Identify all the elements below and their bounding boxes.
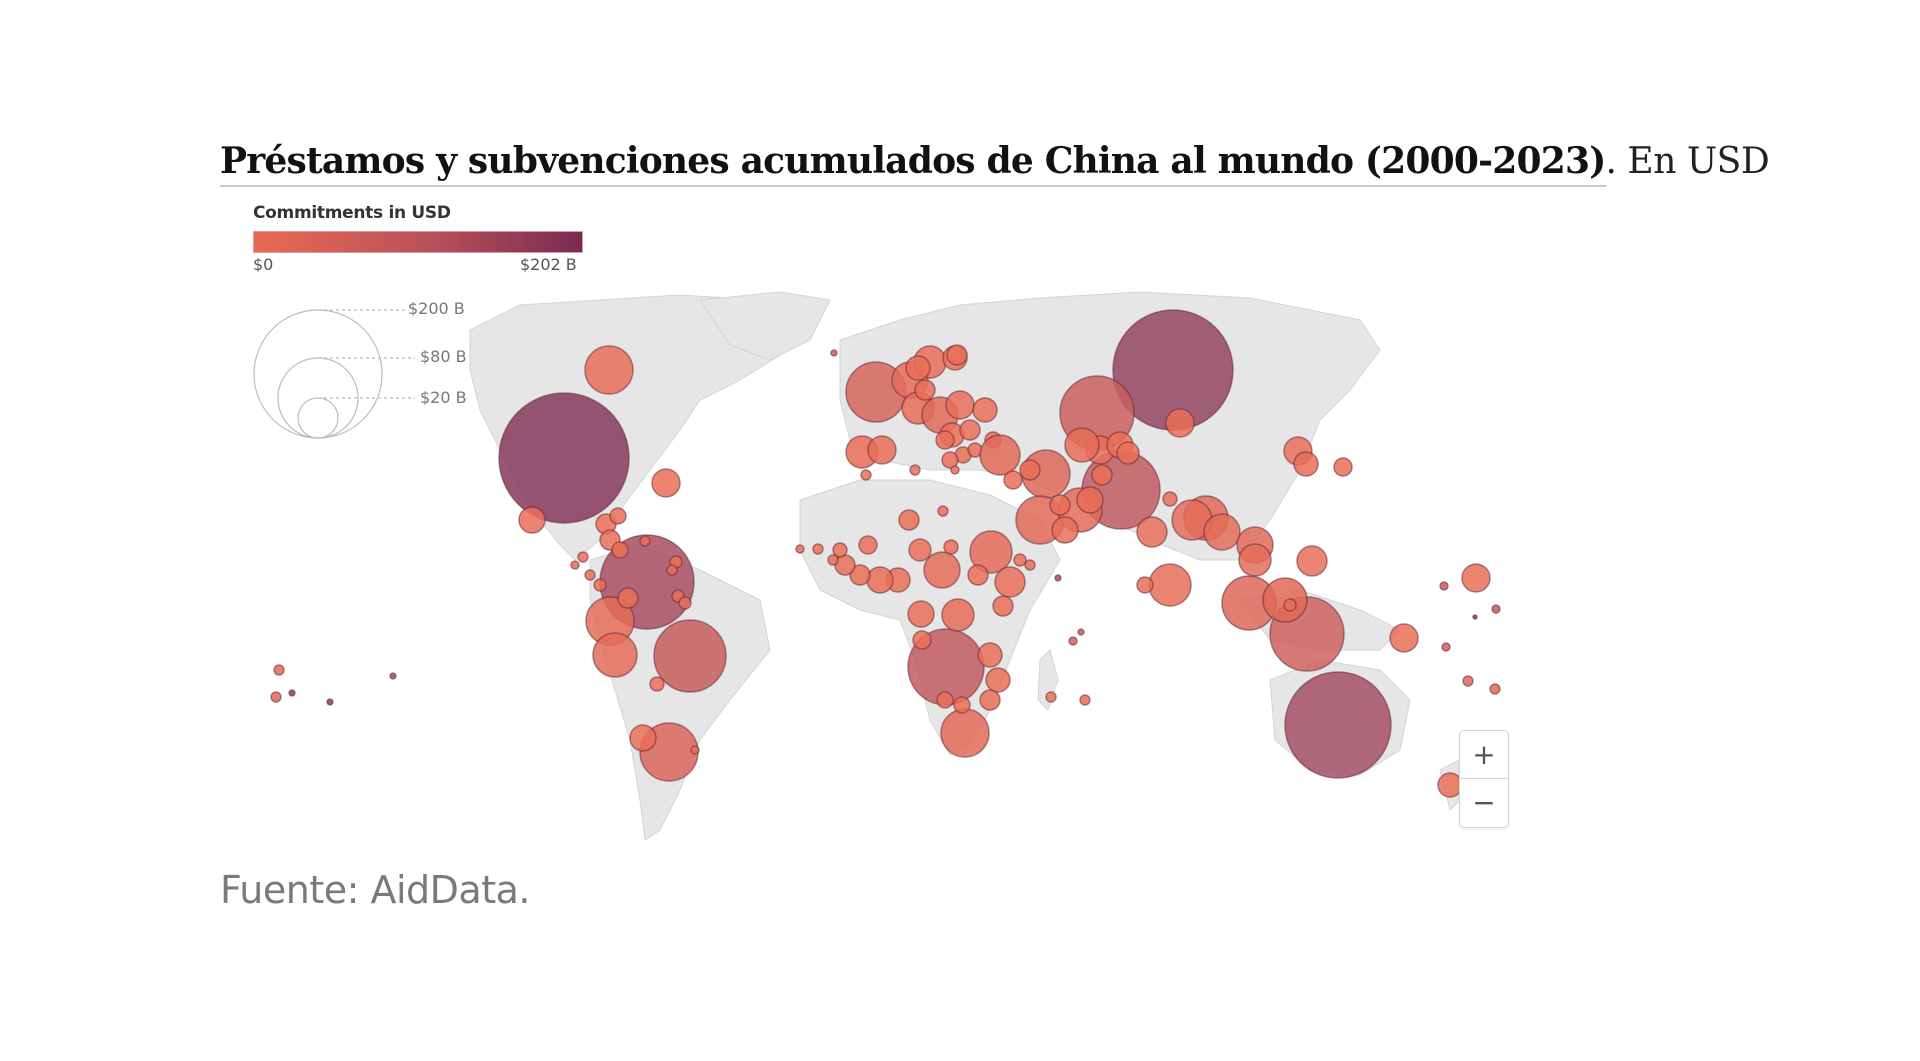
zoom-out-button[interactable]: − xyxy=(1460,778,1508,826)
map-canvas[interactable] xyxy=(220,196,1520,846)
map-zoom-controls: + − xyxy=(1459,730,1509,828)
chart-title-unit: . En USD xyxy=(1605,141,1770,182)
source-note: Fuente: AidData. xyxy=(220,868,530,912)
color-legend-max: $202 B xyxy=(520,255,577,274)
world-map xyxy=(253,291,1501,841)
color-legend-title: Commitments in USD xyxy=(253,203,451,223)
chart-title-main: Préstamos y subvenciones acumulados de C… xyxy=(220,140,1606,187)
size-legend-label-200b: $200 B xyxy=(406,299,467,318)
size-legend-label-20b: $20 B xyxy=(418,388,469,407)
zoom-in-button[interactable]: + xyxy=(1472,738,1496,771)
size-legend-label-80b: $80 B xyxy=(418,347,469,366)
color-legend-min: $0 xyxy=(253,255,274,274)
color-legend-bar xyxy=(253,231,583,253)
bubbles xyxy=(270,309,1501,798)
size-legend-circles xyxy=(253,309,415,439)
chart-title: Préstamos y subvenciones acumulados de C… xyxy=(220,140,1770,187)
